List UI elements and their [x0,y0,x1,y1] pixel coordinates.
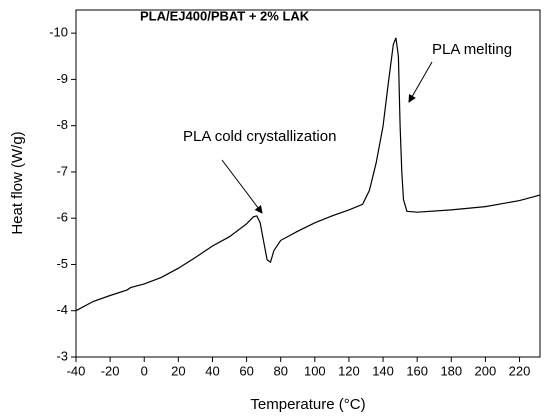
chart-title: PLA/EJ400/PBAT + 2% LAK [140,8,310,23]
x-tick-label: 0 [141,363,148,378]
x-tick-label: 80 [273,363,287,378]
annotation: PLA melting [432,41,512,58]
x-tick-label: 20 [171,363,185,378]
y-tick-label: -10 [49,25,68,40]
y-axis-label: Heat flow (W/g) [9,131,26,234]
arrow [408,61,433,103]
y-tick-label: -5 [56,256,68,271]
x-tick-label: -40 [67,363,86,378]
y-tick-label: -3 [56,348,68,363]
annotation: PLA cold crystallization [183,128,336,145]
y-tick-label: -9 [56,71,68,86]
data-line [75,37,541,312]
x-tick-label: 160 [406,363,428,378]
y-tick-label: -4 [56,302,68,317]
plot-frame [75,9,541,358]
x-tick-label: 140 [372,363,394,378]
x-tick-label: 200 [475,363,497,378]
arrow [221,159,263,214]
x-tick-label: 60 [239,363,253,378]
x-tick-label: 100 [304,363,326,378]
x-tick-label: 220 [509,363,531,378]
x-tick-label: 40 [205,363,219,378]
x-tick-label: 180 [440,363,462,378]
x-axis-label: Temperature (°C) [250,396,365,413]
y-tick-label: -7 [56,163,68,178]
y-tick-label: -6 [56,210,68,225]
y-tick-label: -8 [56,117,68,132]
x-tick-label: 120 [338,363,360,378]
x-tick-label: -20 [101,363,120,378]
